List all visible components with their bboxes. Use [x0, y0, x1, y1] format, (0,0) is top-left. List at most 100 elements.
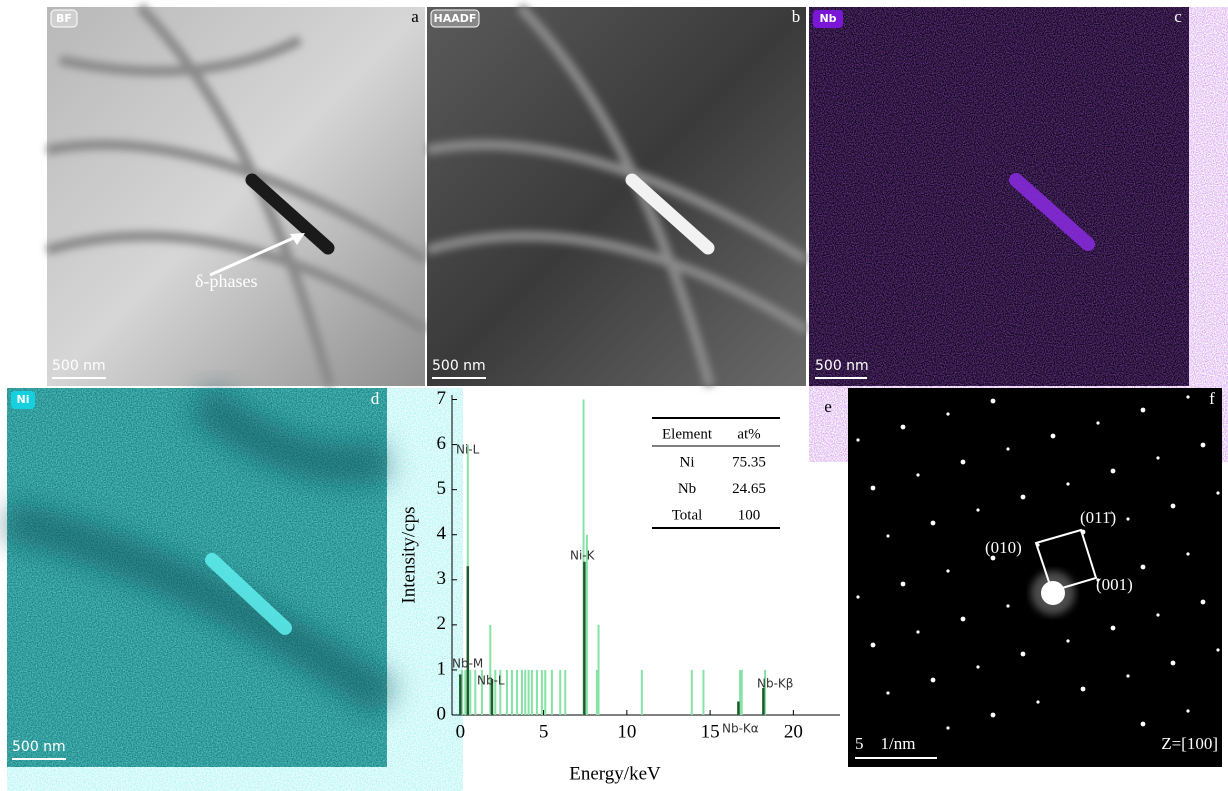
spot — [1036, 700, 1039, 703]
spot — [1216, 648, 1219, 651]
page: TEM figure {"images": [ {"letter": "a", … — [0, 0, 1228, 791]
table-header: at% — [737, 426, 760, 442]
scale-label: 500 nm — [815, 358, 869, 374]
spot — [1186, 709, 1189, 712]
x-tick-label: 0 — [456, 721, 466, 742]
y-tick-label: 4 — [437, 523, 447, 544]
spot — [1126, 674, 1129, 677]
panel-letter: b — [792, 7, 801, 26]
peak-label: Ni-K — [570, 549, 596, 563]
spot-label: (001) — [1096, 575, 1133, 594]
table-cell: 75.35 — [732, 454, 766, 470]
spot — [886, 534, 889, 537]
panel-d: Ni d 500 nm — [7, 388, 387, 767]
table-cell: 24.65 — [732, 481, 766, 497]
spot — [916, 630, 919, 633]
spot — [1186, 552, 1189, 555]
spot — [991, 399, 996, 404]
y-tick-label: 5 — [437, 478, 447, 499]
spot — [901, 582, 906, 587]
spot — [976, 508, 979, 511]
spot — [976, 665, 979, 668]
spot — [1156, 456, 1159, 459]
spot — [1036, 543, 1039, 546]
spot — [1156, 613, 1159, 616]
panel-a: δ-phases BF a 500 nm — [47, 7, 425, 386]
spot — [961, 460, 966, 465]
peak-label: Nb-Kβ — [757, 677, 793, 691]
spot — [1081, 530, 1086, 535]
scale-label: 500 nm — [12, 739, 66, 755]
spot — [991, 556, 996, 561]
spot — [1096, 578, 1099, 581]
panel-letter: d — [371, 389, 380, 408]
spot — [991, 713, 996, 718]
table-cell: 100 — [738, 507, 761, 523]
spot — [856, 595, 859, 598]
spot — [1186, 395, 1189, 398]
spot — [1216, 491, 1219, 494]
tag: Nb — [819, 12, 836, 25]
spot — [1021, 495, 1026, 500]
scale-label: 500 nm — [432, 358, 486, 374]
scale-label: 500 nm — [52, 358, 106, 374]
x-tick-label: 10 — [617, 721, 636, 742]
table-header: Element — [662, 426, 713, 442]
spot — [871, 486, 876, 491]
x-tick-label: 20 — [784, 721, 803, 742]
peak-label: Nb-M — [452, 657, 483, 671]
noise — [809, 7, 1189, 386]
panel-f: (010) (011̄) (001) f 5 1/nm Z=[100] — [848, 388, 1222, 767]
spot — [1081, 687, 1086, 692]
y-tick-label: 0 — [437, 703, 447, 724]
x-axis-label: Energy/keV — [569, 763, 661, 784]
spot — [1051, 434, 1056, 439]
figure: δ-phases BF a 500 nm HAADF b 500 nm Nb c… — [0, 0, 1228, 791]
spot — [1141, 565, 1146, 570]
panel-b: HAADF b 500 nm — [427, 7, 806, 386]
panel-letter: a — [411, 7, 419, 26]
peak-label: Nb-L — [477, 674, 505, 688]
spot — [946, 412, 949, 415]
spot — [1171, 661, 1176, 666]
spot — [1021, 652, 1026, 657]
panel-letter: e — [824, 397, 832, 416]
spot — [1006, 604, 1009, 607]
panel-letter: c — [1174, 7, 1182, 26]
spot — [1141, 722, 1146, 727]
y-axis-label: Intensity/cps — [398, 506, 419, 603]
panel-c: Nb c 500 nm — [809, 7, 1189, 386]
zone-axis: Z=[100] — [1161, 734, 1218, 753]
y-tick-label: 6 — [437, 433, 447, 454]
scale-label: 5 1/nm — [855, 734, 915, 753]
peak-label: Ni-L — [456, 443, 480, 457]
spot-label: (011̄) — [1080, 508, 1116, 527]
tag: HAADF — [434, 12, 477, 25]
spot — [886, 691, 889, 694]
tag: Ni — [17, 393, 30, 406]
y-tick-label: 7 — [437, 388, 447, 409]
spot — [1171, 504, 1176, 509]
x-tick-label: 15 — [701, 721, 720, 742]
x-tick-label: 5 — [539, 721, 549, 742]
table-cell: Ni — [680, 454, 695, 470]
spot — [961, 617, 966, 622]
table-cell: Total — [672, 507, 703, 523]
spot — [1111, 626, 1116, 631]
spot — [856, 438, 859, 441]
tag: BF — [56, 12, 72, 25]
spot — [1111, 469, 1116, 474]
table-cell: Nb — [678, 481, 696, 497]
diffraction-pattern — [848, 388, 1222, 767]
y-tick-label: 1 — [437, 658, 447, 679]
annotation: δ-phases — [195, 271, 257, 291]
spot — [946, 726, 949, 729]
panel-letter: f — [1209, 389, 1215, 408]
spot — [1006, 447, 1009, 450]
spot — [1201, 600, 1206, 605]
spot — [1066, 482, 1069, 485]
spot — [871, 643, 876, 648]
spot — [931, 678, 936, 683]
spot — [931, 521, 936, 526]
